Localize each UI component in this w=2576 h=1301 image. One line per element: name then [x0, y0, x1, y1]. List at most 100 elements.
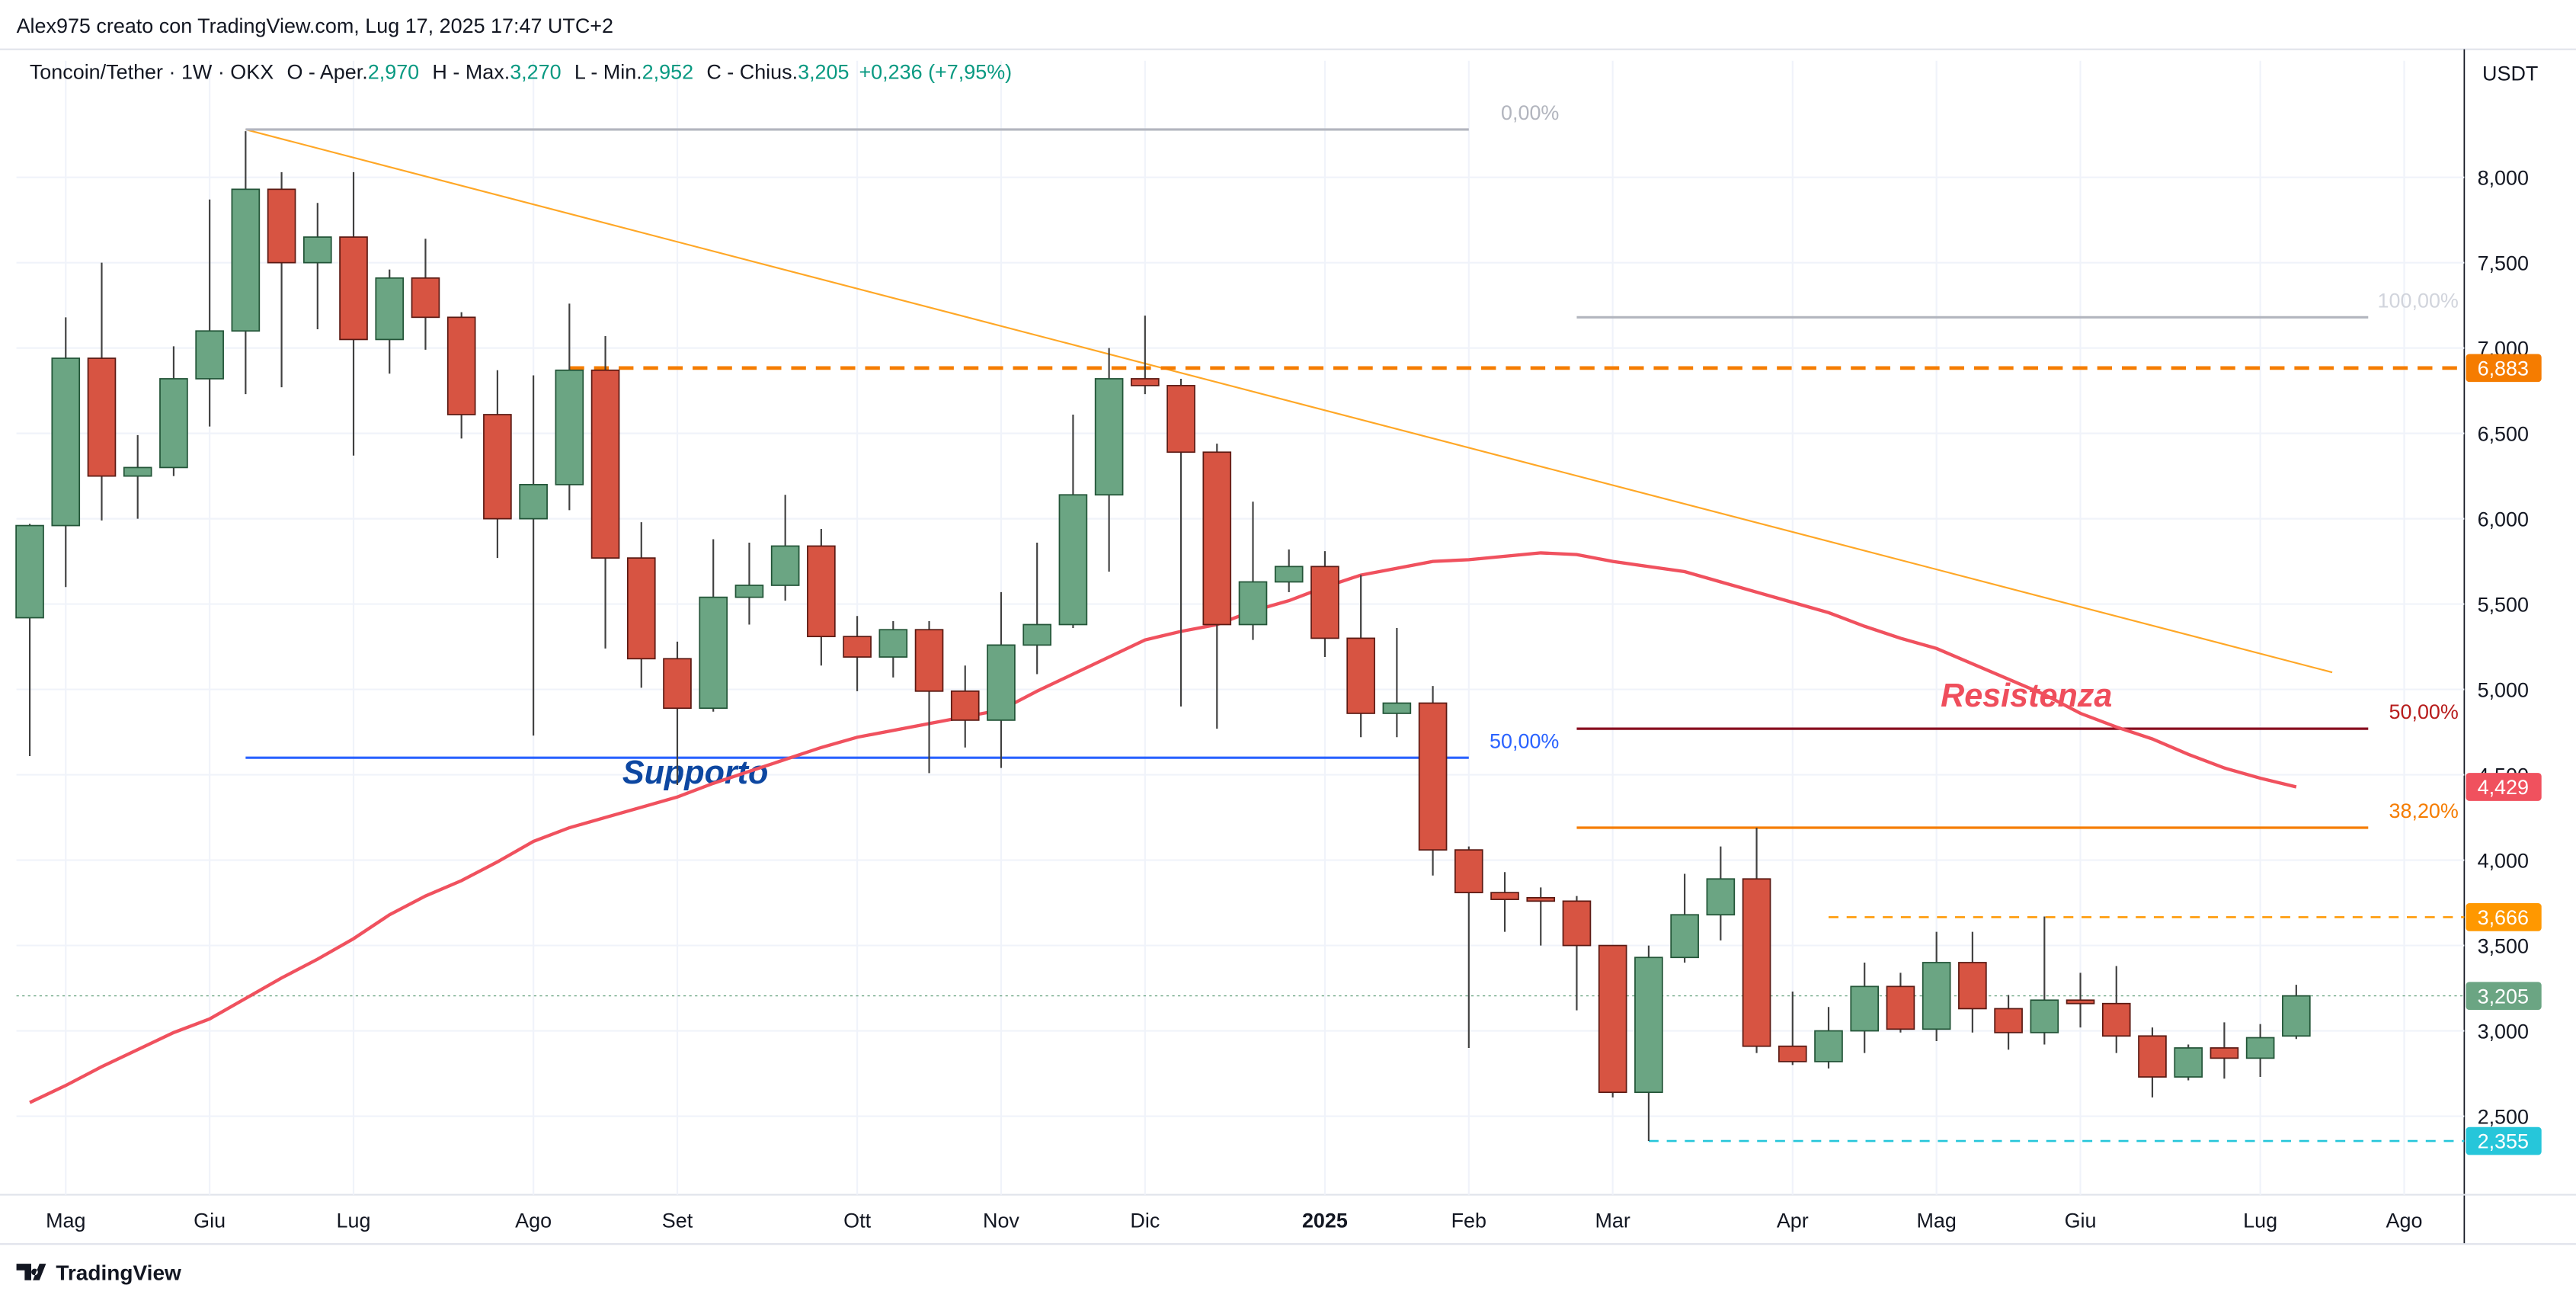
trendline — [245, 128, 2333, 674]
x-tick-label: Mag — [46, 1210, 85, 1232]
candle-body — [987, 644, 1016, 721]
moving-average-line — [29, 551, 2297, 1104]
logo-icon — [16, 1264, 46, 1280]
candle-body — [734, 585, 764, 598]
legend-layer: Toncoin/Tether · 1W · OKX O - Aper.2,970 H… — [30, 60, 1012, 83]
candle-body — [950, 690, 980, 721]
candles-layer — [15, 131, 2311, 1142]
candle-body — [1418, 702, 1448, 851]
candle-body — [1526, 896, 1556, 902]
x-tick-label: Giu — [194, 1210, 226, 1232]
candle-body — [267, 188, 296, 264]
price-tag — [2466, 982, 2542, 1010]
y-tick-label: 4,000 — [2478, 849, 2529, 872]
candle-body — [15, 524, 44, 619]
candle-body — [375, 277, 405, 341]
x-tick-label: Dic — [1130, 1210, 1160, 1232]
price-tag-label: 3,205 — [2478, 985, 2529, 1008]
x-tick-label: Feb — [1451, 1210, 1486, 1232]
x-tick-label: Set — [662, 1210, 693, 1232]
candle-body — [1094, 378, 1124, 496]
candle-body — [878, 629, 908, 658]
candle-body — [123, 466, 152, 477]
price-tag-label: 2,355 — [2478, 1130, 2529, 1153]
fib-level-label: 100,00% — [2378, 289, 2459, 312]
candle-body — [1706, 878, 1736, 916]
candle-body — [843, 636, 872, 658]
candle-body — [1166, 385, 1195, 453]
x-tick-label: Mag — [1916, 1210, 1956, 1232]
candle-body — [2066, 999, 2095, 1005]
price-tag-label: 4,429 — [2478, 776, 2529, 799]
candle-body — [1202, 451, 1232, 626]
candle-body — [51, 357, 81, 527]
candle-body — [1346, 637, 1375, 714]
annotation: Resistenza — [1941, 678, 2112, 714]
x-tick-label: Lug — [337, 1210, 371, 1232]
candle-body — [1598, 944, 1627, 1094]
candle-body — [1490, 892, 1519, 900]
candle-body — [1238, 581, 1268, 626]
candle-body — [1814, 1030, 1843, 1062]
candle-body — [2174, 1047, 2203, 1078]
ohlc-label: H - Max. — [432, 60, 510, 83]
candle-body — [770, 545, 800, 586]
x-tick-label: Nov — [983, 1210, 1019, 1232]
candle-body — [411, 277, 440, 319]
footer-brand: TradingView — [56, 1261, 181, 1285]
ohlc-label: L - Min. — [574, 60, 642, 83]
candle-body — [1454, 849, 1483, 893]
price-tag — [2466, 903, 2542, 931]
candle-body — [1634, 957, 1663, 1094]
x-tick-label: Ago — [2386, 1210, 2423, 1232]
candle-body — [699, 596, 728, 710]
candle-body — [590, 369, 620, 559]
candle-body — [663, 658, 692, 710]
y-tick-label: 5,000 — [2478, 678, 2529, 701]
candle-body — [2245, 1037, 2275, 1059]
price-tag — [2466, 354, 2542, 383]
candle-body — [1131, 378, 1160, 386]
y-tick-label: 6,500 — [2478, 422, 2529, 445]
y-tick-label: 3,000 — [2478, 1020, 2529, 1043]
candle-body — [195, 330, 224, 380]
drawings-layer: 0,00%50,00%100,00%50,00%38,20%SupportoRe… — [16, 101, 2465, 1142]
ohlc-value: 2,970 — [368, 60, 419, 83]
x-tick-label: Ago — [515, 1210, 552, 1232]
price-tag-label: 6,883 — [2478, 357, 2529, 380]
candle-body — [519, 483, 548, 520]
y-tick-label: 2,500 — [2478, 1105, 2529, 1128]
candle-body — [2030, 999, 2059, 1033]
candle-body — [2138, 1035, 2167, 1078]
axis-layer: 2,5003,0003,5004,0004,5005,0005,5006,000… — [46, 166, 2542, 1232]
header-text: Alex975 creato con TradingView.com, Lug … — [17, 14, 613, 37]
fib-level-label: 0,00% — [1501, 101, 1559, 124]
y-tick-label: 7,500 — [2478, 252, 2529, 274]
candle-body — [483, 414, 512, 520]
candle-body — [231, 188, 261, 332]
x-tick-label: Lug — [2243, 1210, 2277, 1232]
candle-body — [1022, 623, 1051, 646]
candle-body — [1850, 985, 1880, 1032]
candle-body — [555, 369, 584, 485]
candle-body — [807, 545, 836, 638]
currency-label: USDT — [2482, 62, 2538, 85]
ohlc-label: O - Aper. — [286, 60, 367, 83]
candle-body — [1058, 494, 1088, 626]
y-tick-label: 5,500 — [2478, 593, 2529, 616]
x-tick-label: Giu — [2065, 1210, 2097, 1232]
candle-body — [1670, 914, 1699, 959]
x-tick-label: Mar — [1595, 1210, 1630, 1232]
fib-level-label: 50,00% — [1490, 729, 1559, 752]
fib-level-label: 50,00% — [2389, 700, 2459, 723]
candle-body — [1310, 566, 1339, 639]
change: +0,236 (+7,95%) — [859, 60, 1012, 83]
candle-body — [87, 357, 117, 477]
candle-body — [2101, 1002, 2131, 1037]
candle-body — [159, 378, 188, 469]
candle-body — [626, 557, 656, 660]
x-tick-label: Ott — [843, 1210, 871, 1232]
